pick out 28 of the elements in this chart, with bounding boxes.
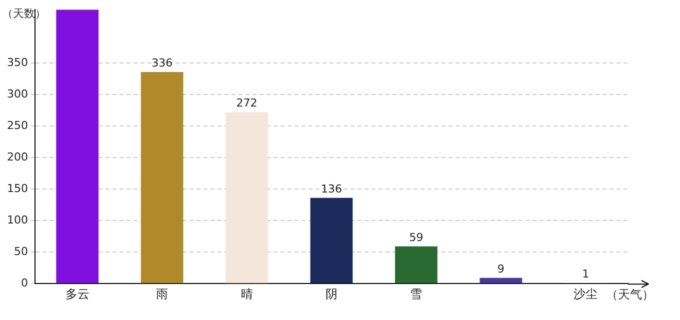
bar <box>480 278 522 284</box>
y-tick-label: 50 <box>14 244 28 258</box>
data-label: 336 <box>152 56 173 70</box>
data-label: 9 <box>497 262 504 276</box>
x-tick-label: 晴 <box>240 286 253 301</box>
x-tick-label: 雨 <box>156 286 168 301</box>
x-tick-label: 阴 <box>326 286 338 301</box>
data-label: 136 <box>321 182 342 196</box>
y-tick-label: 200 <box>6 150 28 164</box>
y-tick-label: 150 <box>6 182 28 195</box>
y-tick-label: 100 <box>6 213 28 226</box>
bar <box>226 112 268 284</box>
x-axis-title: （天气） <box>606 288 654 302</box>
bar <box>310 198 353 284</box>
data-label: 59 <box>409 230 424 244</box>
bar <box>56 10 99 284</box>
x-tick-label: 沙尘 <box>574 286 598 301</box>
x-tick-label: 雪 <box>410 286 422 301</box>
data-label: 272 <box>236 96 258 110</box>
x-tick-label: 多云 <box>65 286 90 301</box>
bar <box>395 246 438 284</box>
bar <box>140 72 184 284</box>
y-axis-title: （天数） <box>2 6 46 20</box>
y-tick-label: 300 <box>6 87 28 100</box>
y-tick-label: 350 <box>6 56 28 69</box>
y-tick-label: 250 <box>6 118 28 132</box>
data-label: 1 <box>582 267 590 280</box>
y-tick-label: 0 <box>20 276 28 290</box>
